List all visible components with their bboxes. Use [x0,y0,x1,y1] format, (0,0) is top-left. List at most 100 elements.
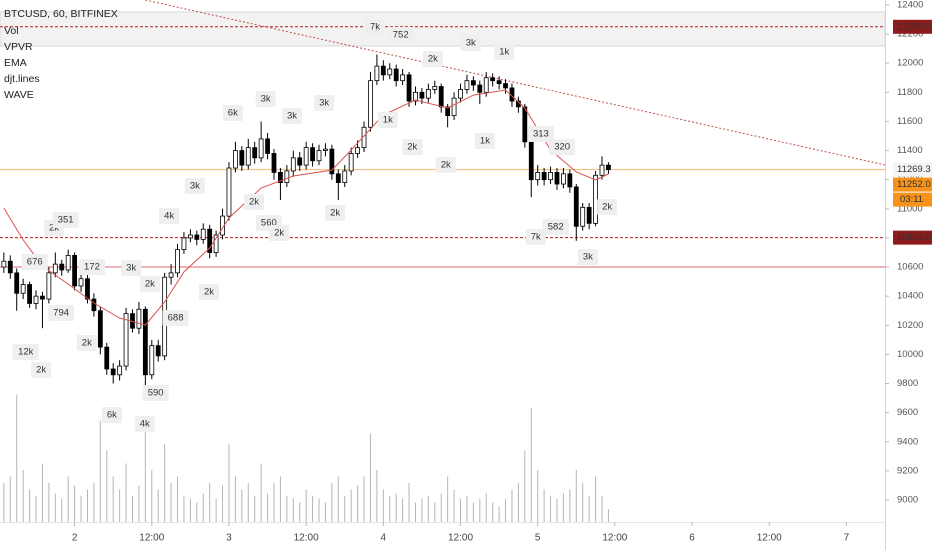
volume-bar [595,476,597,522]
volume-bar [54,493,56,522]
volume-bar [177,476,179,522]
y-tick-label: 9000 [897,495,918,506]
annotation: 1k [499,46,509,57]
y-tick-label: 10200 [897,320,923,331]
volume-bar [440,493,442,522]
volume-bar [382,489,384,522]
zone-band [0,11,886,47]
candle-body [580,206,586,227]
volume-bar [427,496,429,522]
volume-bar [453,489,455,522]
annotation-box [31,361,52,378]
candle-body [142,308,148,376]
annotation-box [142,384,169,401]
volume-bar [363,476,365,522]
annotation: 2k [204,286,214,297]
candle-body [445,106,451,117]
volume-bar [511,489,513,522]
volume-bar [447,476,449,522]
y-tick-label: 11800 [897,87,923,98]
volume-bar [376,470,378,522]
volume-bar [119,489,121,522]
volume-bar [421,498,423,522]
annotation: 7k [531,232,541,243]
annotation: 2k [441,159,451,170]
candle-body [1,260,7,268]
annotation: 172 [84,262,100,273]
candle-body [355,147,361,154]
volume-bar [228,444,230,522]
candle-body [541,171,547,181]
candle-body [200,228,206,240]
annotation-box [76,335,97,352]
annotation-box [387,26,414,43]
annotation-box [121,260,142,277]
volume-bar [505,498,507,522]
annotation-box [494,43,515,60]
candle-body [33,295,39,304]
volume-bar [29,489,31,522]
x-tick-label: 4 [381,533,387,544]
annotation: 3k [261,94,271,105]
candle-body [181,237,187,250]
volume-bar [479,498,481,522]
annotation-box [474,132,495,149]
y-tick-label: 10400 [897,291,923,302]
volume-bar [215,498,217,522]
annotation: 2k [145,278,155,289]
price-label: 11252.0 [897,179,931,190]
volume-bar [131,496,133,522]
volume-bar [151,470,153,522]
annotation: 12k [18,347,34,358]
candle-body [149,345,155,376]
volume-bar [112,476,114,522]
y-tick-label: 9400 [897,436,918,447]
candle-body [284,170,290,183]
volume-bar [234,476,236,522]
volume-bar [331,483,333,522]
volume-bar [402,498,404,522]
annotation: 2k [249,196,259,207]
candle-body [522,106,528,143]
volume-bar [562,493,564,522]
x-tick-label: 2 [72,533,78,544]
volume-bar [530,407,532,522]
volume-bar [575,470,577,522]
y-tick-label: 12000 [897,58,923,69]
annotation-box [52,212,79,229]
x-tick-label: 12:00 [448,533,473,544]
candle-body [207,228,213,253]
annotation: 2k [330,208,340,219]
candle-body [226,167,232,217]
volume-bar [312,496,314,522]
annotation-box [162,310,189,327]
y-tick-label: 9600 [897,407,918,418]
annotation-box [78,259,105,276]
annotation-box [577,248,598,265]
candle-body [438,86,444,108]
legend-item: WAVE [4,89,34,101]
volume-bar [395,493,397,522]
volume-bar [106,450,108,522]
candle-body [561,173,566,185]
candle-body [7,260,13,274]
annotation-box [48,305,75,322]
annotation-box [199,283,220,300]
volume-bar [48,483,50,522]
annotation: 7k [370,21,380,32]
annotation: 2k [428,53,438,64]
volume-bar [144,420,146,522]
candle-body [20,284,26,294]
volume-bar [16,394,18,522]
candle-body [573,186,579,227]
x-tick-label: 3 [226,533,232,544]
legend-item: Vol [4,25,19,37]
volume-bar [99,420,101,522]
annotation-box [159,208,180,225]
annotation-box [402,139,423,156]
volume-bar [524,450,526,522]
candle-body [451,97,457,117]
volume-bar [183,496,185,522]
volume-bar [138,485,140,522]
candle-body [97,310,103,348]
